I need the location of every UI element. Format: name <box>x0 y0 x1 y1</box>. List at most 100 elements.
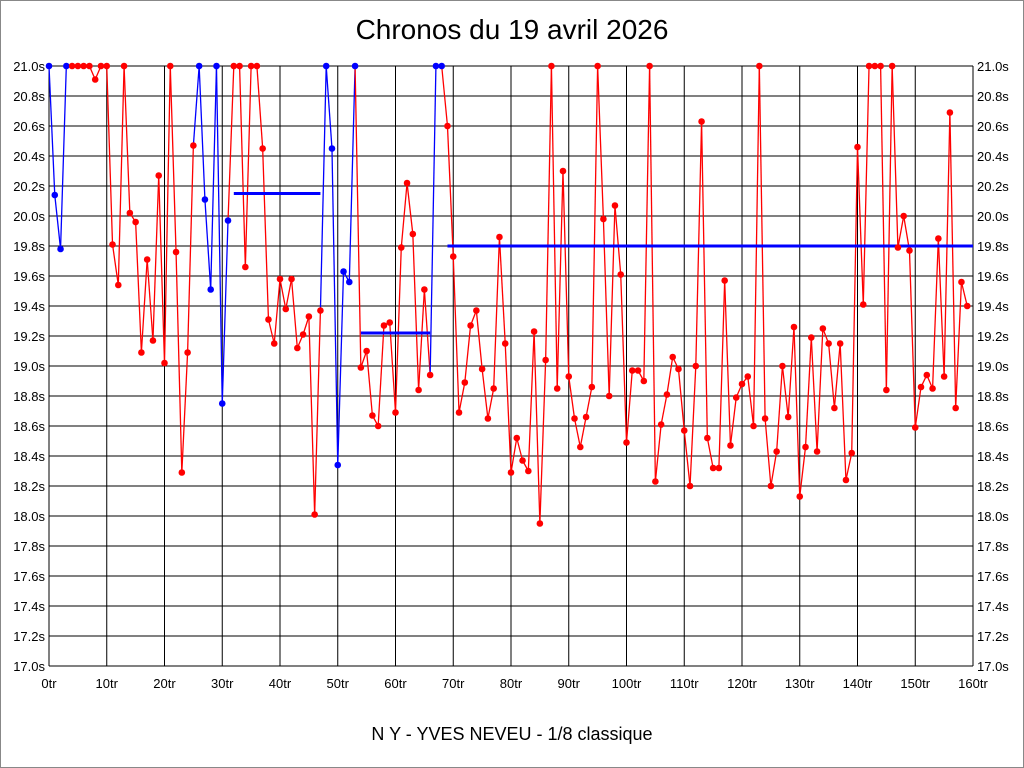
lap-line-segment <box>897 215 905 248</box>
lap-time-point <box>438 62 446 70</box>
lap-time-point <box>149 337 157 344</box>
x-tick-label: 120tr <box>727 676 757 691</box>
lap-time-point <box>646 62 653 70</box>
lap-line-segment <box>914 386 922 428</box>
y-tick-label-left: 20.6s <box>13 119 45 134</box>
lap-line-segment <box>706 437 714 469</box>
lap-line-segment <box>181 352 189 473</box>
lap-time-point <box>594 62 601 70</box>
x-tick-label: 100tr <box>612 676 642 691</box>
y-tick-label-right: 19.2s <box>977 329 1009 344</box>
lap-time-point <box>802 443 809 451</box>
lap-time-point <box>877 62 884 70</box>
lap-line-segment <box>204 199 212 290</box>
lap-time-point <box>779 362 786 370</box>
lap-time-point <box>963 302 971 310</box>
lap-time-point <box>132 218 139 226</box>
lap-time-point <box>322 62 330 70</box>
lap-time-point <box>397 244 405 251</box>
lap-time-point <box>582 413 590 421</box>
lap-time-point <box>819 325 827 332</box>
lap-time-point <box>346 278 353 286</box>
lap-line-segment <box>412 233 420 391</box>
lap-time-point <box>363 347 370 355</box>
lap-line-segment <box>781 365 789 418</box>
lap-line-segment <box>290 278 298 349</box>
lap-line-segment <box>48 65 56 196</box>
lap-line-segment <box>169 65 177 253</box>
lap-time-point <box>253 62 261 70</box>
lap-line-segment <box>908 250 916 428</box>
lap-line-segment <box>452 256 460 413</box>
lap-line-segment <box>158 175 166 364</box>
lap-time-point <box>328 145 336 152</box>
lap-line-segment <box>608 205 616 397</box>
lap-line-segment <box>724 280 732 446</box>
lap-line-segment <box>937 238 945 377</box>
lap-time-point <box>421 286 428 293</box>
lap-time-point <box>195 62 203 70</box>
y-tick-label-left: 17.6s <box>13 569 45 584</box>
lap-time-point <box>813 448 821 455</box>
lap-time-point <box>57 245 64 253</box>
x-tick-label: 110tr <box>670 676 699 691</box>
lap-line-segment <box>862 65 870 305</box>
lap-time-point <box>392 409 399 416</box>
lap-time-point <box>692 362 700 370</box>
lap-line-segment <box>273 278 281 344</box>
lap-time-point <box>525 467 532 475</box>
lap-time-point <box>426 371 434 379</box>
lap-line-segment <box>643 65 651 382</box>
lap-time-point <box>380 322 388 329</box>
lap-line-segment <box>787 326 795 418</box>
lap-time-point <box>900 212 907 220</box>
lap-time-point <box>738 380 746 388</box>
lap-line-segment <box>493 236 501 389</box>
y-tick-label-right: 18.6s <box>977 419 1009 434</box>
lap-time-point <box>865 62 873 70</box>
y-tick-label-left: 19.2s <box>13 329 45 344</box>
lap-time-point <box>247 62 255 70</box>
lap-time-point <box>109 241 116 248</box>
lap-line-segment <box>146 259 154 341</box>
lap-time-point <box>461 379 469 386</box>
y-tick-label-right: 19.4s <box>977 299 1009 314</box>
x-tick-label: 0tr <box>41 676 57 691</box>
lap-line-segment <box>262 148 270 320</box>
lap-time-point <box>519 457 526 464</box>
lap-time-point <box>299 331 307 338</box>
lap-time-point <box>848 449 856 457</box>
lap-line-segment <box>695 121 703 367</box>
lap-line-segment <box>152 175 160 341</box>
lap-time-point <box>305 313 313 320</box>
lap-time-point <box>761 415 769 422</box>
lap-time-point <box>923 371 931 379</box>
y-tick-label-left: 17.4s <box>13 599 45 614</box>
lap-time-point <box>513 434 521 442</box>
lap-line-segment <box>585 386 593 418</box>
lap-time-point <box>478 365 486 373</box>
lap-time-point <box>501 340 509 347</box>
lap-line-segment <box>210 65 218 290</box>
y-tick-label-right: 20.8s <box>977 89 1009 104</box>
lap-time-point <box>704 434 711 442</box>
lap-time-point <box>929 385 936 392</box>
lap-time-point <box>790 323 798 331</box>
lap-time-point <box>270 340 278 347</box>
lap-time-point <box>403 179 411 187</box>
lap-line-segment <box>198 65 206 200</box>
lap-time-point <box>686 482 694 490</box>
lap-time-point <box>155 172 163 179</box>
y-tick-label-right: 17.2s <box>977 629 1009 644</box>
lap-line-segment <box>625 370 633 443</box>
lap-time-point <box>224 217 232 224</box>
y-tick-label-right: 20.0s <box>977 209 1009 224</box>
lap-line-segment <box>562 170 570 377</box>
lap-time-point <box>265 316 272 323</box>
y-tick-label-right: 18.4s <box>977 449 1009 464</box>
lap-time-point <box>190 142 197 149</box>
lap-time-point <box>236 62 243 70</box>
lap-line-segment <box>949 112 957 409</box>
lap-time-point <box>201 196 209 203</box>
lap-line-segment <box>279 278 287 310</box>
